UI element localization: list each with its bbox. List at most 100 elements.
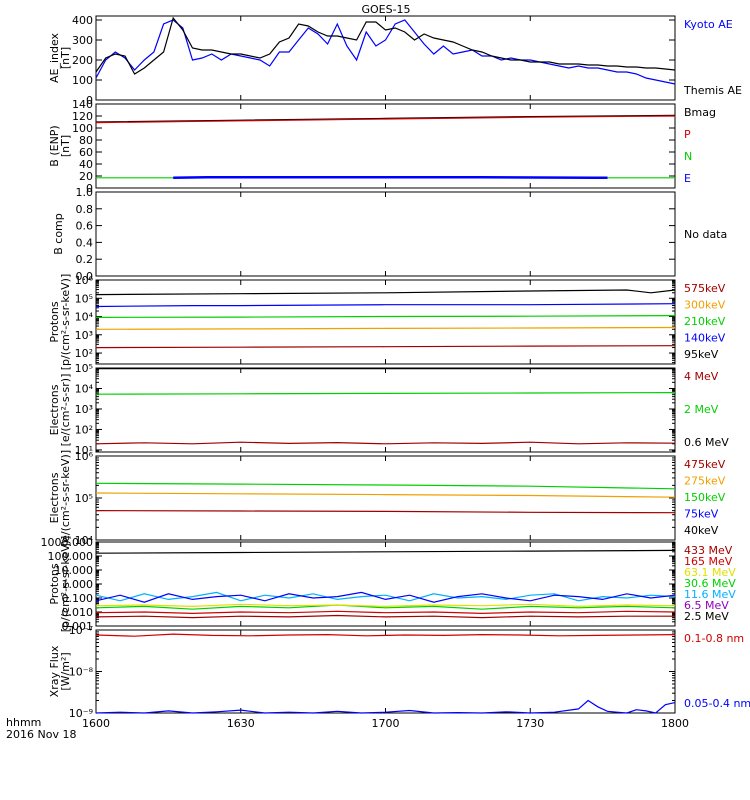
y-tick-label: 200 — [72, 54, 93, 67]
series-30-6-mev — [95, 604, 676, 610]
y-tick-label: 100 — [72, 74, 93, 87]
legend-label: 150keV — [684, 491, 726, 504]
y-tick-label: 1000.000 — [41, 536, 94, 549]
panel-bcomp: 0.0 0.2 0.4 0.6 0.8 1.0 B comp No data — [52, 186, 727, 283]
panel-protons_kev: 10²10³10⁴10⁵10⁶Protons[p/(cm²-s-sr-keV)]… — [48, 274, 726, 371]
y-axis-label-line: B comp — [52, 213, 65, 255]
y-tick-label: 10⁴ — [75, 311, 94, 324]
legend-label: 11.6 MeV — [684, 588, 736, 601]
y-tick-label: 10⁵ — [75, 292, 93, 305]
legend-label: 140keV — [684, 332, 726, 345]
plot-frame — [95, 455, 676, 541]
y-axis-label-line: Protons — [48, 563, 61, 604]
y-axis-label-line: [p/(cm²-s-sr-keV)] — [59, 536, 72, 633]
y-tick-label: 40 — [79, 158, 93, 171]
y-axis-label: Protons[p/(cm²-s-sr-keV)] — [48, 536, 72, 633]
series-150kev — [95, 482, 676, 490]
legend-label: 210keV — [684, 315, 726, 328]
series-300kev — [95, 326, 676, 330]
y-tick-label: 0.010 — [62, 606, 94, 619]
y-axis-label-line: [nT] — [59, 47, 72, 69]
legend-label: 275keV — [684, 475, 726, 488]
legend-label: 0.6 MeV — [684, 436, 729, 449]
y-axis-label-line: [e/(cm²-s-sr-keV)] — [59, 450, 72, 546]
legend-label: 40keV — [684, 524, 719, 537]
y-tick-label: 400 — [72, 14, 93, 27]
legend-label: P — [684, 128, 691, 141]
series-165-mev — [95, 610, 676, 615]
series-0-1-0-8-nm — [95, 633, 676, 637]
y-tick-label: 10² — [75, 423, 93, 436]
x-tick-label: 1600 — [82, 717, 110, 730]
y-tick-label: 80 — [79, 134, 93, 147]
legend-label: 475keV — [684, 458, 726, 471]
series-11-6-mev — [95, 591, 676, 602]
legend-label: 575keV — [684, 282, 726, 295]
series-themis-ae — [95, 16, 676, 75]
y-axis-label-line: B (ENP) — [48, 125, 61, 166]
series-433-mev — [95, 614, 675, 619]
y-axis-label: Electrons[e/(cm²-s-sr-keV)] — [48, 450, 72, 546]
legend-label: 0.1-0.8 nm — [684, 632, 744, 645]
y-tick-label: 10⁶ — [75, 450, 94, 463]
legend-label: No data — [684, 228, 727, 241]
series-140kev — [95, 303, 676, 308]
series-575kev — [95, 345, 676, 349]
panel-protons_mev: 0.0010.0100.1001.00010.000100.0001000.00… — [41, 536, 737, 633]
y-tick-label: 10⁶ — [75, 274, 94, 287]
y-axis-label-line: Electrons — [48, 384, 61, 435]
legend-label: 300keV — [684, 299, 726, 312]
legend-label: 63.1 MeV — [684, 566, 736, 579]
x-tick-label: 1800 — [661, 717, 689, 730]
legend-label: 30.6 MeV — [684, 577, 736, 590]
x-tick-label: 1700 — [372, 717, 400, 730]
y-axis-label-line: [W/m²] — [59, 652, 72, 690]
y-tick-label: 10⁵ — [75, 492, 93, 505]
y-axis-label-line: Electrons — [48, 472, 61, 523]
series-275kev — [95, 492, 676, 498]
y-tick-label: 0.001 — [62, 620, 94, 633]
y-axis-label: B comp — [52, 213, 65, 255]
y-tick-label: 0.4 — [76, 236, 94, 249]
series-2-mev — [95, 392, 676, 395]
legend-label: 2.5 MeV — [684, 610, 729, 623]
legend-label: Kyoto AE — [684, 18, 733, 31]
series-475kev — [95, 510, 676, 514]
y-tick-label: 10⁻⁸ — [69, 666, 94, 679]
y-tick-label: 0.8 — [76, 203, 94, 216]
y-tick-label: 10⁻⁹ — [69, 707, 93, 720]
x-tick-label: 1730 — [516, 717, 544, 730]
legend-label: 4 MeV — [684, 370, 719, 383]
x-tick-label: 1630 — [227, 717, 255, 730]
y-axis-label-line: Protons — [48, 301, 61, 342]
y-axis-label: Electrons[e/(cm²-s-sr)] — [48, 374, 72, 447]
y-tick-label: 140 — [72, 98, 93, 111]
legend-label: 6.5 MeV — [684, 599, 729, 612]
y-axis-label-line: AE_index — [48, 32, 61, 83]
series-p — [95, 115, 676, 124]
y-tick-label: 0.100 — [62, 592, 94, 605]
y-axis-label: AE_index[nT] — [48, 32, 72, 83]
y-tick-label: 10⁴ — [75, 382, 94, 395]
y-tick-label: 10¹ — [75, 444, 93, 457]
legend-label: E — [684, 172, 691, 185]
y-axis-label: Protons[p/(cm²-s-sr-keV)] — [48, 274, 72, 371]
y-tick-label: 1.0 — [76, 186, 94, 199]
y-tick-label: 100 — [72, 122, 93, 135]
y-axis-label-line: [nT] — [59, 135, 72, 157]
legend-label: N — [684, 150, 692, 163]
y-tick-label: 10⁵ — [75, 362, 93, 375]
series-210kev — [95, 315, 676, 318]
legend-label: 75keV — [684, 508, 719, 521]
y-tick-label: 10⁻⁷ — [69, 624, 93, 637]
series-kyoto-ae — [95, 19, 676, 85]
series-6-5-mev — [95, 591, 676, 603]
y-tick-label: 10² — [75, 347, 93, 360]
y-tick-label: 20 — [79, 170, 93, 183]
series-0-05-0-4-nm — [95, 699, 676, 714]
